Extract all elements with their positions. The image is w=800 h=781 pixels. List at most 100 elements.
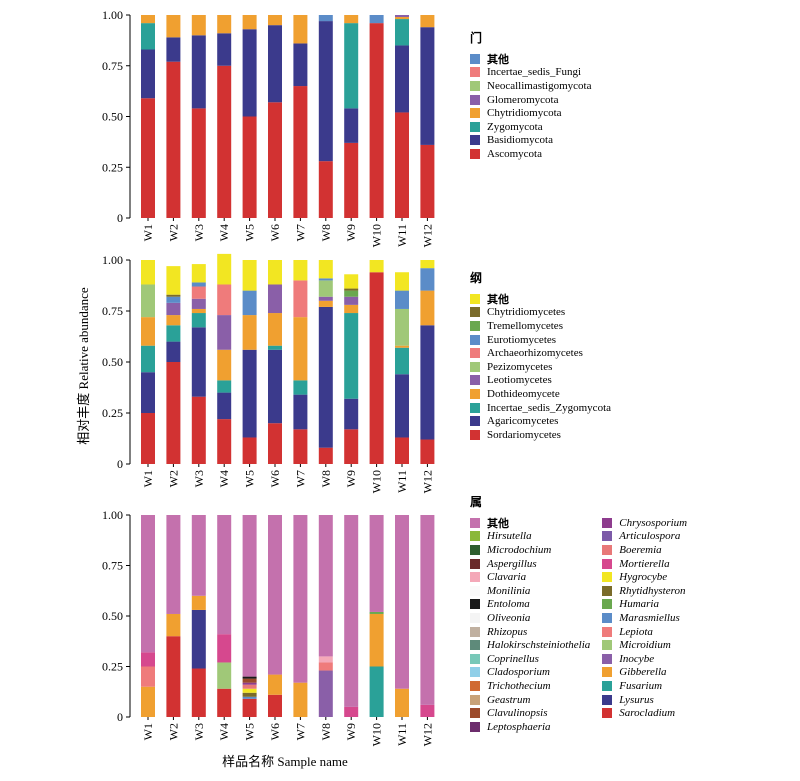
legend-swatch	[470, 721, 480, 732]
bar-segment-w11-30	[395, 515, 409, 689]
legend-swatch	[470, 572, 480, 583]
legend-label: Microidium	[619, 639, 671, 652]
legend-label: Geastrum	[487, 693, 531, 706]
bar-segment-w2-1	[166, 37, 181, 62]
x-tick-label: W5	[243, 224, 257, 241]
legend-item: Aspergillus	[470, 557, 590, 571]
legend-item: Hygrocybe	[602, 570, 687, 584]
legend-title: 门	[470, 31, 483, 45]
legend-label: Sarocladium	[619, 707, 676, 720]
legend-swatch	[602, 544, 613, 555]
x-tick-label: W9	[344, 224, 358, 241]
legend-swatch	[470, 293, 480, 304]
bar-segment-w10-3	[369, 613, 384, 667]
bar-segment-w4-1	[217, 33, 232, 66]
x-tick-label: W11	[395, 723, 409, 746]
bar-segment-w7-2	[293, 380, 308, 395]
legend-swatch	[470, 348, 480, 359]
legend-item: Chrysosporium	[602, 516, 687, 530]
y-tick-label: 0.25	[102, 406, 123, 420]
bar-segment-w4-0	[217, 65, 232, 218]
bar-segment-w9-11	[344, 706, 359, 717]
bar-segment-w1-3	[141, 15, 155, 24]
legend-swatch	[470, 708, 480, 719]
x-tick-label: W6	[268, 470, 282, 487]
x-tick-label: W12	[420, 224, 434, 247]
bar-segment-w6-0	[268, 694, 282, 717]
legend-swatch	[470, 558, 480, 569]
bar-segment-w4-4	[217, 315, 232, 350]
legend-swatch	[470, 94, 480, 105]
bar-segment-w11-0	[395, 112, 409, 218]
bar-segment-w5-16	[242, 678, 257, 683]
legend-swatch	[602, 531, 613, 542]
legend-swatch	[602, 572, 613, 583]
bar-segment-w5-1	[242, 29, 257, 117]
legend-item: Chytridiomycetes	[470, 306, 611, 320]
bar-segment-w2-0	[166, 636, 181, 717]
bar-segment-w5-9	[242, 692, 257, 697]
bar-segment-w3-7	[191, 282, 206, 287]
legend-item: Trichothecium	[470, 679, 590, 693]
bar-segment-w2-3	[166, 613, 181, 637]
bar-segment-w4-0	[217, 419, 232, 464]
legend-swatch	[470, 148, 480, 159]
legend-swatch	[470, 53, 480, 64]
legend-item: Microidium	[602, 638, 687, 652]
legend-item: Tremellomycetes	[470, 319, 611, 333]
legend-swatch	[470, 694, 480, 705]
legend-item: Leotiomycetes	[470, 374, 611, 388]
bar-segment-w6-0	[268, 423, 282, 464]
legend-item: Mortierella	[602, 557, 687, 571]
y-axis-title: 相对丰度 Relative abundance	[76, 287, 91, 445]
bar-segment-w5-3	[242, 15, 257, 30]
legend-swatch	[470, 121, 480, 132]
x-tick-label: W10	[370, 723, 384, 746]
legend-title: 纲	[470, 271, 483, 285]
bar-segment-w2-3	[166, 315, 181, 326]
legend-item: Archaeorhizomycetes	[470, 346, 611, 360]
bar-segment-w3-3	[191, 308, 206, 314]
bar-segment-w8-3	[318, 300, 333, 307]
bar-segment-w6-3	[268, 674, 282, 695]
legend-swatch	[602, 708, 613, 719]
legend-item: Marasmiellus	[602, 611, 687, 625]
legend-item: Chytridiomycota	[470, 106, 591, 120]
x-tick-label: W5	[243, 723, 257, 740]
bar-segment-w2-10	[166, 266, 181, 295]
bar-segment-w1-5	[141, 284, 155, 318]
legend-item: 其他	[470, 292, 611, 306]
legend-item: Fusarium	[602, 679, 687, 693]
bar-segment-w7-3	[293, 15, 308, 44]
bar-segment-w10-10	[369, 260, 384, 273]
bar-segment-w1-11	[141, 652, 155, 667]
legend-label: Trichothecium	[487, 679, 551, 692]
legend-swatch	[470, 375, 480, 386]
x-tick-label: W9	[344, 723, 358, 740]
y-tick-label: 0.50	[102, 609, 123, 623]
chart-panel-1: 0 0.25 0.50 0.75 1.00 W1 W2 W3 W4 W5 W6 W7 W8 W9 W10 W1…	[102, 8, 435, 247]
bar-segment-w3-1	[191, 609, 206, 669]
legend-swatch	[602, 640, 613, 651]
legend-item: Monilinia	[470, 584, 590, 598]
x-tick-label: W7	[293, 723, 307, 740]
x-tick-label: W6	[268, 723, 282, 740]
legend-phylum: 门 其他 Incertae_sedis_Fungi Neocallimastigom…	[470, 30, 591, 161]
bar-segment-w10-2	[369, 666, 384, 717]
bar-segment-w5-1	[242, 349, 257, 438]
legend-swatch	[470, 388, 480, 399]
legend-column: 其他 Incertae_sedis_Fungi Neocallimastigomyc…	[470, 52, 591, 161]
x-tick-label: W12	[420, 470, 434, 493]
bar-segment-w12-30	[420, 515, 435, 705]
bar-segment-w3-3	[191, 595, 206, 610]
legend-label: Rhytidhysteron	[619, 584, 686, 597]
bar-segment-w9-3	[344, 304, 359, 314]
bar-segment-w7-0	[293, 86, 308, 218]
legend-item: Zygomycota	[470, 120, 591, 134]
x-tick-label: W1	[141, 470, 155, 487]
x-tick-label: W3	[192, 470, 206, 487]
x-tick-label: W10	[370, 470, 384, 493]
legend-label: Archaeorhizomycetes	[487, 347, 583, 360]
legend-item: Humaria	[602, 598, 687, 612]
legend-label: Halokirschsteiniothelia	[487, 639, 591, 652]
